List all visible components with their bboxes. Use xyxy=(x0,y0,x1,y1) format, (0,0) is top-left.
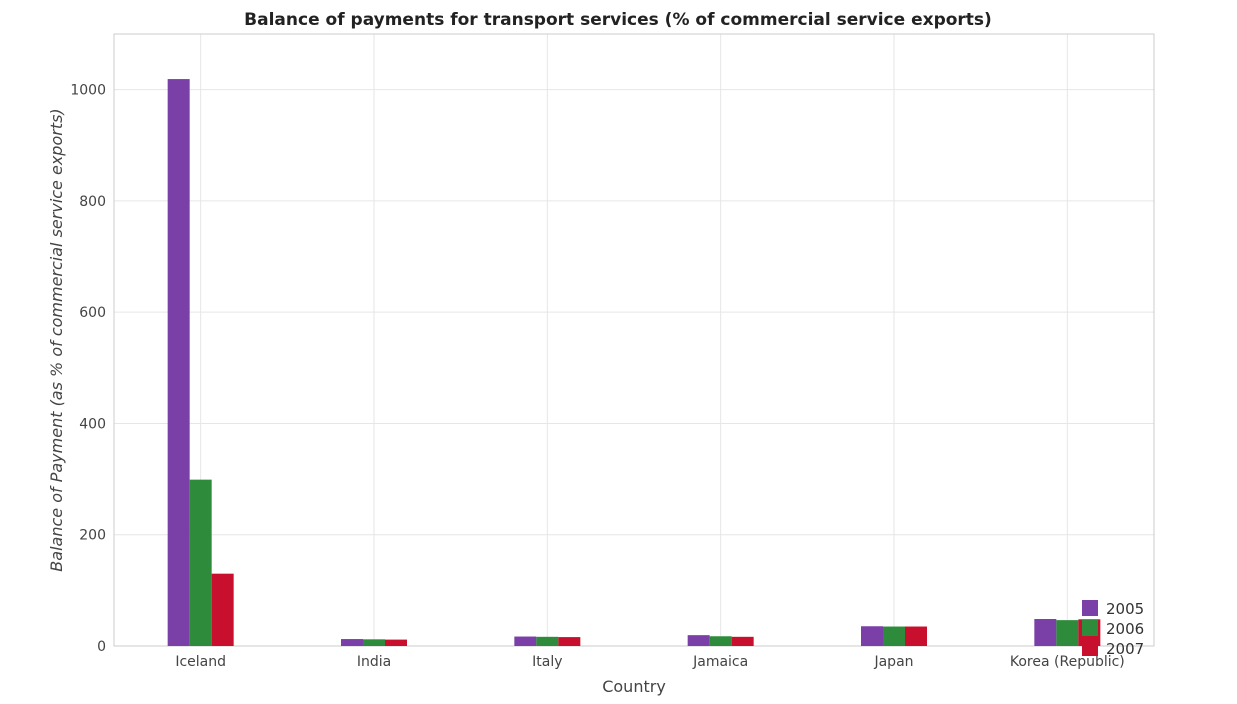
x-tick-label: Italy xyxy=(532,654,562,670)
y-tick-label: 400 xyxy=(79,416,106,432)
y-tick-label: 0 xyxy=(97,639,106,655)
legend: 2005 2006 2007 xyxy=(1082,600,1144,658)
bar-2006-korea-republic- xyxy=(1056,620,1079,646)
legend-swatch xyxy=(1082,600,1098,616)
y-tick-label: 200 xyxy=(79,528,106,544)
x-axis-label: Country xyxy=(602,677,666,696)
x-tick-label: Iceland xyxy=(175,654,226,670)
bar-2005-india xyxy=(341,639,363,646)
x-tick-label: Korea (Republic) xyxy=(1010,654,1125,670)
legend-swatch xyxy=(1082,640,1098,656)
bar-2007-italy xyxy=(558,637,581,646)
plot-area xyxy=(113,33,1155,647)
legend-label: 2006 xyxy=(1106,620,1144,638)
bar-2005-italy xyxy=(514,636,537,646)
y-tick-label: 600 xyxy=(79,305,106,321)
y-tick-label: 1000 xyxy=(70,83,106,99)
bar-2006-india xyxy=(363,639,385,646)
bar-2007-iceland xyxy=(211,573,234,646)
bar-2005-korea-republic- xyxy=(1034,619,1057,646)
bar-2006-jamaica xyxy=(709,636,732,646)
x-axis-ticks: Iceland India Italy Jamaica Japan Korea (Repu… xyxy=(175,654,1124,670)
bar-2005-jamaica xyxy=(687,635,710,646)
x-tick-label: Jamaica xyxy=(692,654,748,670)
bar-2007-india xyxy=(385,639,407,646)
legend-label: 2005 xyxy=(1106,600,1144,618)
chart-title: Balance of payments for transport servic… xyxy=(244,10,992,30)
bar-2006-italy xyxy=(536,636,559,646)
x-tick-label: Japan xyxy=(873,654,913,670)
legend-swatch xyxy=(1082,620,1098,636)
y-axis-label: Balance of Payment (as % of commercial s… xyxy=(47,108,66,571)
bar-2007-japan xyxy=(905,626,927,646)
legend-label: 2007 xyxy=(1106,640,1144,658)
bar-2007-jamaica xyxy=(731,636,754,646)
bar-2006-japan xyxy=(883,626,905,646)
bars xyxy=(167,79,1101,647)
x-tick-label: India xyxy=(357,654,391,670)
y-axis-ticks: 0 200 400 600 800 1000 xyxy=(70,83,106,655)
bar-2005-iceland xyxy=(167,79,190,647)
bar-2005-japan xyxy=(861,626,883,646)
y-tick-label: 800 xyxy=(79,194,106,210)
bar-2006-iceland xyxy=(189,479,212,646)
